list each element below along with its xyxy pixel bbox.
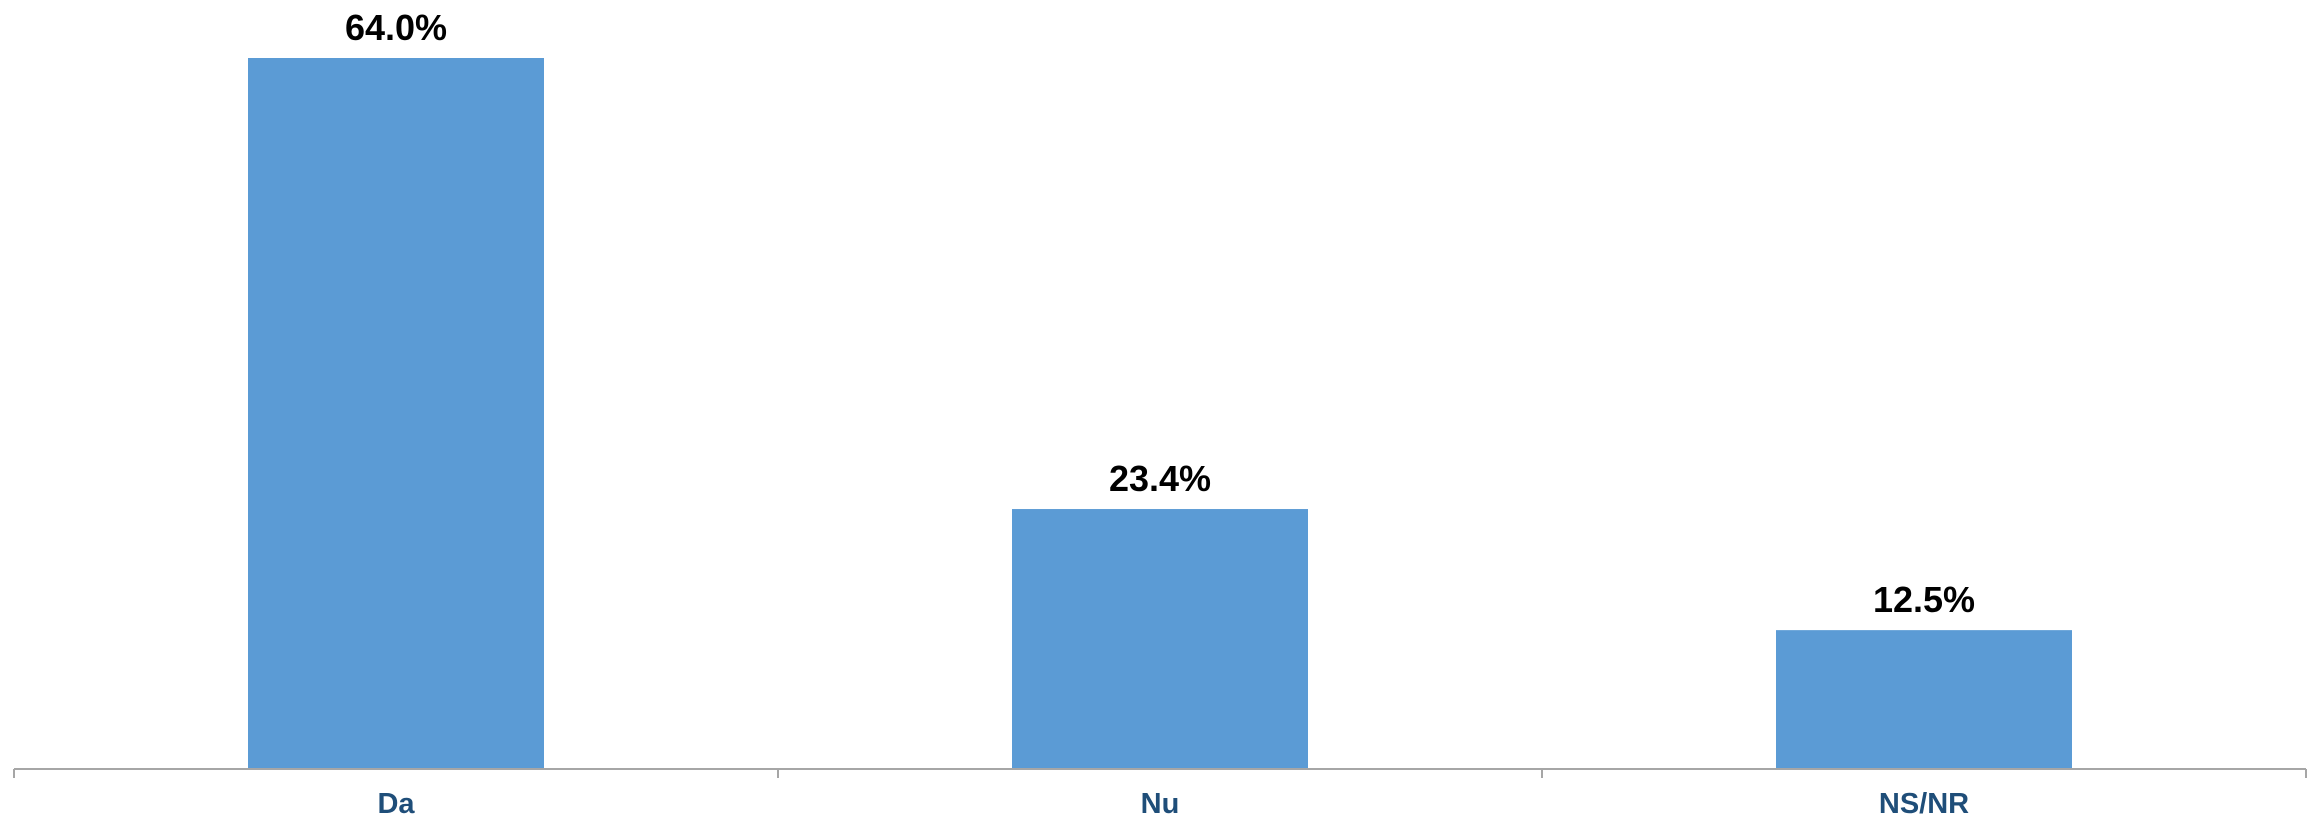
data-label: 23.4% (1109, 458, 1211, 499)
category-labels-group: Da Nu NS/NR (377, 788, 1969, 816)
bar-ns-nr (1776, 630, 2072, 769)
bar-nu (1012, 509, 1308, 769)
bar-da (248, 58, 544, 769)
x-tick-label: Da (377, 788, 415, 816)
x-tick-label: NS/NR (1879, 788, 1969, 816)
value-labels-group: 64.0% 23.4% 12.5% (345, 7, 1975, 620)
x-tick-label: Nu (1141, 788, 1180, 816)
data-label: 12.5% (1873, 579, 1975, 620)
data-label: 64.0% (345, 7, 447, 48)
x-axis (13, 768, 2307, 778)
bars-group (248, 58, 2072, 769)
